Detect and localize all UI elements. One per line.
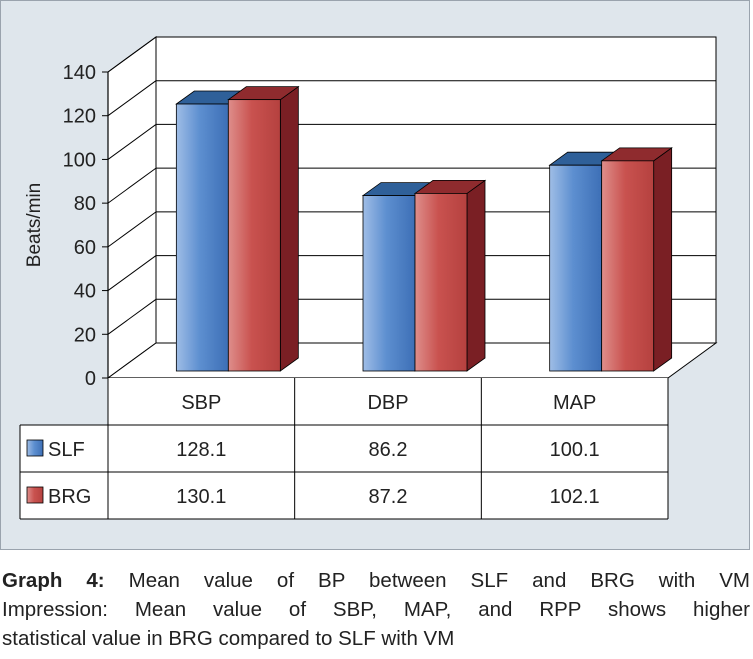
bar-slf-dbp <box>362 195 416 372</box>
y-tick-label: 100 <box>63 149 96 171</box>
legend-swatch-brg <box>26 486 44 504</box>
bar-slf-map <box>549 164 603 372</box>
y-tick-label: 60 <box>74 237 96 259</box>
bar-side-brg-map <box>653 147 673 372</box>
data-label-brg-sbp: 130.1 <box>176 486 226 508</box>
category-label-sbp: SBP <box>181 392 221 414</box>
legend-label-slf: SLF <box>48 439 85 461</box>
data-label-slf-map: 100.1 <box>550 439 600 461</box>
table-header-bg <box>108 378 668 425</box>
bar-brg-sbp <box>227 99 281 372</box>
data-label-slf-sbp: 128.1 <box>176 439 226 461</box>
y-tick-label: 40 <box>74 281 96 303</box>
category-label-dbp: DBP <box>367 392 408 414</box>
y-axis-title: Beats/min <box>24 183 45 267</box>
figure-caption: Graph 4: Mean value of BP between SLF an… <box>2 566 750 653</box>
caption-line-3: statistical value in BRG compared to SLF… <box>2 627 455 650</box>
legend-swatch-slf <box>26 439 44 457</box>
y-tick-label: 20 <box>74 324 96 346</box>
y-tick-label: 0 <box>85 368 96 390</box>
gridline-side <box>107 36 157 73</box>
legend-label-brg: BRG <box>48 486 91 508</box>
data-label-brg-map: 102.1 <box>550 486 600 508</box>
data-label-brg-dbp: 87.2 <box>369 486 408 508</box>
bar-chart: 0 20 40 60 80 100 120 140 Beats/min SBP DBP MAP SLF… <box>19 36 718 520</box>
gridline-side <box>107 167 157 204</box>
bar-brg-map <box>601 160 655 372</box>
caption-line-1: Graph 4: Mean value of BP between SLF an… <box>2 566 750 595</box>
data-label-slf-dbp: 86.2 <box>369 439 408 461</box>
gridline-side <box>107 255 157 291</box>
bar-slf-sbp <box>175 103 229 372</box>
y-tick-label: 80 <box>74 193 96 215</box>
caption-line-2: Impression: Mean value of SBP, MAP, and … <box>2 598 750 621</box>
side-wall <box>107 36 157 379</box>
y-tick-label: 120 <box>63 106 96 128</box>
bar-side-brg-sbp <box>279 85 299 372</box>
category-label-map: MAP <box>553 392 596 414</box>
gridline-side <box>107 211 157 248</box>
gridline-side <box>107 298 157 335</box>
caption-text-1: Mean value of BP between SLF and BRG wit… <box>128 569 750 592</box>
bar-brg-dbp <box>414 193 468 372</box>
gridline-side <box>107 80 157 117</box>
bar-side-brg-dbp <box>466 179 486 372</box>
caption-lead: Graph 4: <box>2 569 105 592</box>
y-tick-label: 140 <box>63 62 96 84</box>
gridline-side <box>107 124 157 160</box>
